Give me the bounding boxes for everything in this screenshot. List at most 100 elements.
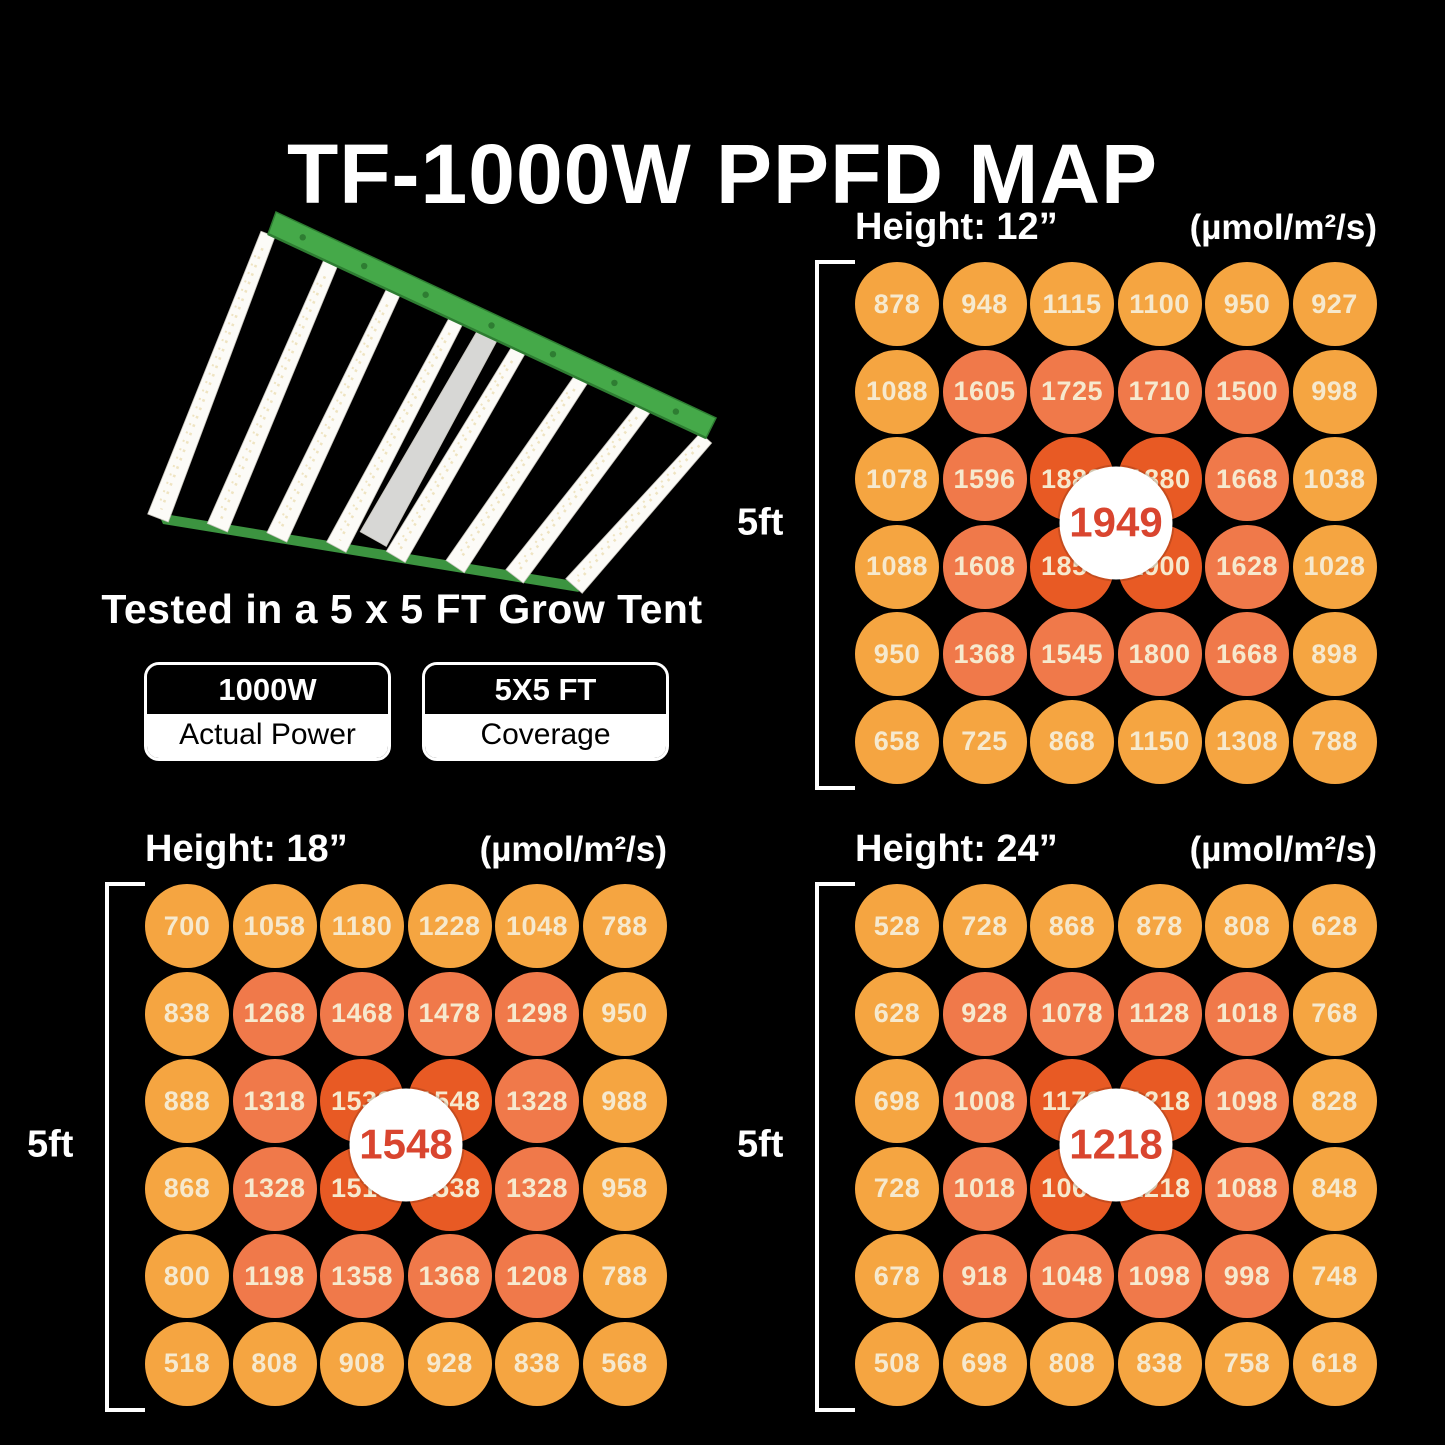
ppfd-cell: 948 <box>942 262 1027 346</box>
map-height-label: Height: 12” <box>855 206 1058 248</box>
page-title: TF-1000W PPFD MAP <box>286 127 1159 222</box>
ppfd-cell: 528 <box>855 884 939 968</box>
ppfd-cell: 758 <box>1205 1321 1289 1406</box>
ppfd-cell: 628 <box>855 971 939 1056</box>
ppfd-cell: 1038 <box>1292 437 1377 521</box>
ppfd-cell: 1018 <box>942 1146 1027 1231</box>
ppfd-cell: 1228 <box>407 884 492 968</box>
ppfd-cell: 518 <box>145 1321 229 1406</box>
ppfd-cell: 628 <box>1292 884 1377 968</box>
ppfd-cell: 950 <box>1205 262 1289 346</box>
ppfd-cell: 958 <box>582 1146 667 1231</box>
ppfd-cell: 725 <box>942 699 1027 784</box>
ppfd-cell: 728 <box>855 1146 939 1231</box>
ppfd-cell: 838 <box>1117 1321 1202 1406</box>
ppfd-map-18in: Height: 18” (µmol/m²/s) 5ft 700 1058 1180 1… <box>27 828 667 1412</box>
ppfd-cell: 878 <box>855 262 939 346</box>
ppfd-cell: 1150 <box>1117 699 1202 784</box>
ppfd-cell: 918 <box>942 1234 1027 1318</box>
ppfd-cell: 848 <box>1292 1146 1377 1231</box>
ppfd-cell: 1115 <box>1030 262 1114 346</box>
five-ft-bracket <box>105 882 145 1412</box>
ppfd-cell: 1328 <box>495 1146 579 1231</box>
ppfd-cell: 928 <box>407 1321 492 1406</box>
ppfd-cell: 950 <box>582 971 667 1056</box>
ppfd-cell: 508 <box>855 1321 939 1406</box>
badge-coverage-value: 5X5 FT <box>425 665 666 714</box>
ppfd-cell: 1268 <box>232 971 317 1056</box>
ppfd-cell: 1048 <box>495 884 579 968</box>
badge-actual-power-value: 1000W <box>147 665 388 714</box>
ppfd-cell: 908 <box>320 1321 404 1406</box>
five-ft-bracket <box>815 260 855 790</box>
map-height-label: Height: 18” <box>145 828 348 870</box>
tested-caption: Tested in a 5 x 5 FT Grow Tent <box>101 586 703 632</box>
peak-value-badge: 1218 <box>1059 1088 1173 1202</box>
ppfd-cell: 998 <box>1205 1234 1289 1318</box>
ppfd-cell: 988 <box>582 1059 667 1143</box>
ppfd-cell: 788 <box>582 884 667 968</box>
ppfd-cell: 788 <box>1292 699 1377 784</box>
ppfd-cell: 1710 <box>1117 349 1202 434</box>
ppfd-cell: 568 <box>582 1321 667 1406</box>
ppfd-cell: 1358 <box>320 1234 404 1318</box>
map-unit-label: (µmol/m²/s) <box>1189 830 1377 869</box>
ppfd-cell: 1180 <box>320 884 404 968</box>
ppfd-cell: 1018 <box>1205 971 1289 1056</box>
ppfd-map-12in: Height: 12” (µmol/m²/s) 5ft 878 948 1115 11… <box>737 206 1377 790</box>
ppfd-cell: 998 <box>1292 349 1377 434</box>
ppfd-cell: 1800 <box>1117 612 1202 696</box>
ppfd-cell: 1028 <box>1292 524 1377 609</box>
ppfd-map-24in: Height: 24” (µmol/m²/s) 5ft 528 728 868 878… <box>737 828 1377 1412</box>
ppfd-cell: 1725 <box>1030 349 1114 434</box>
map-grid-wrap: 5ft 878 948 1115 1100 950 927 1088 1605 1725 1710… <box>737 260 1377 790</box>
ppfd-cell: 808 <box>1030 1321 1114 1406</box>
ppfd-cell: 868 <box>145 1146 229 1231</box>
ppfd-cell: 700 <box>145 884 229 968</box>
ppfd-cell: 1608 <box>942 524 1027 609</box>
ppfd-cell: 868 <box>1030 884 1114 968</box>
ppfd-cell: 1468 <box>320 971 404 1056</box>
map-header: Height: 24” (µmol/m²/s) <box>855 828 1377 871</box>
ppfd-grid: 700 1058 1180 1228 1048 788 838 1268 1468 1478 129… <box>145 884 667 1406</box>
ppfd-cell: 928 <box>942 971 1027 1056</box>
ppfd-cell: 1098 <box>1205 1059 1289 1143</box>
ppfd-cell: 828 <box>1292 1059 1377 1143</box>
peak-value-badge: 1949 <box>1059 466 1173 580</box>
ppfd-cell: 878 <box>1117 884 1202 968</box>
map-header: Height: 18” (µmol/m²/s) <box>145 828 667 871</box>
map-grid-wrap: 5ft 528 728 868 878 808 628 628 928 1078 1128 1018… <box>737 882 1377 1412</box>
ppfd-cell: 1058 <box>232 884 317 968</box>
ppfd-cell: 1668 <box>1205 437 1289 521</box>
peak-value-badge: 1548 <box>349 1088 463 1202</box>
badge-coverage-label: Coverage <box>425 714 666 758</box>
ppfd-cell: 1008 <box>942 1059 1027 1143</box>
map-header: Height: 12” (µmol/m²/s) <box>855 206 1377 249</box>
spec-badges: 1000W Actual Power 5X5 FT Coverage <box>144 662 669 761</box>
ppfd-cell: 1628 <box>1205 524 1289 609</box>
ppfd-cell: 1208 <box>495 1234 579 1318</box>
ppfd-cell: 1100 <box>1117 262 1202 346</box>
ppfd-cell: 1048 <box>1030 1234 1114 1318</box>
map-unit-label: (µmol/m²/s) <box>479 830 667 869</box>
ppfd-cell: 800 <box>145 1234 229 1318</box>
five-ft-label: 5ft <box>737 1123 784 1166</box>
ppfd-cell: 1318 <box>232 1059 317 1143</box>
ppfd-cell: 1605 <box>942 349 1027 434</box>
ppfd-cell: 1308 <box>1205 699 1289 784</box>
ppfd-cell: 838 <box>495 1321 579 1406</box>
five-ft-bracket <box>815 882 855 1412</box>
ppfd-cell: 1500 <box>1205 349 1289 434</box>
ppfd-cell: 1596 <box>942 437 1027 521</box>
ppfd-cell: 678 <box>855 1234 939 1318</box>
ppfd-cell: 788 <box>582 1234 667 1318</box>
map-unit-label: (µmol/m²/s) <box>1189 208 1377 247</box>
ppfd-cell: 748 <box>1292 1234 1377 1318</box>
ppfd-cell: 1478 <box>407 971 492 1056</box>
ppfd-cell: 698 <box>942 1321 1027 1406</box>
five-ft-label: 5ft <box>737 501 784 544</box>
led-fixture-illustration <box>147 210 718 594</box>
ppfd-cell: 1078 <box>1030 971 1114 1056</box>
badge-actual-power: 1000W Actual Power <box>144 662 391 761</box>
grow-light-image <box>100 186 760 601</box>
